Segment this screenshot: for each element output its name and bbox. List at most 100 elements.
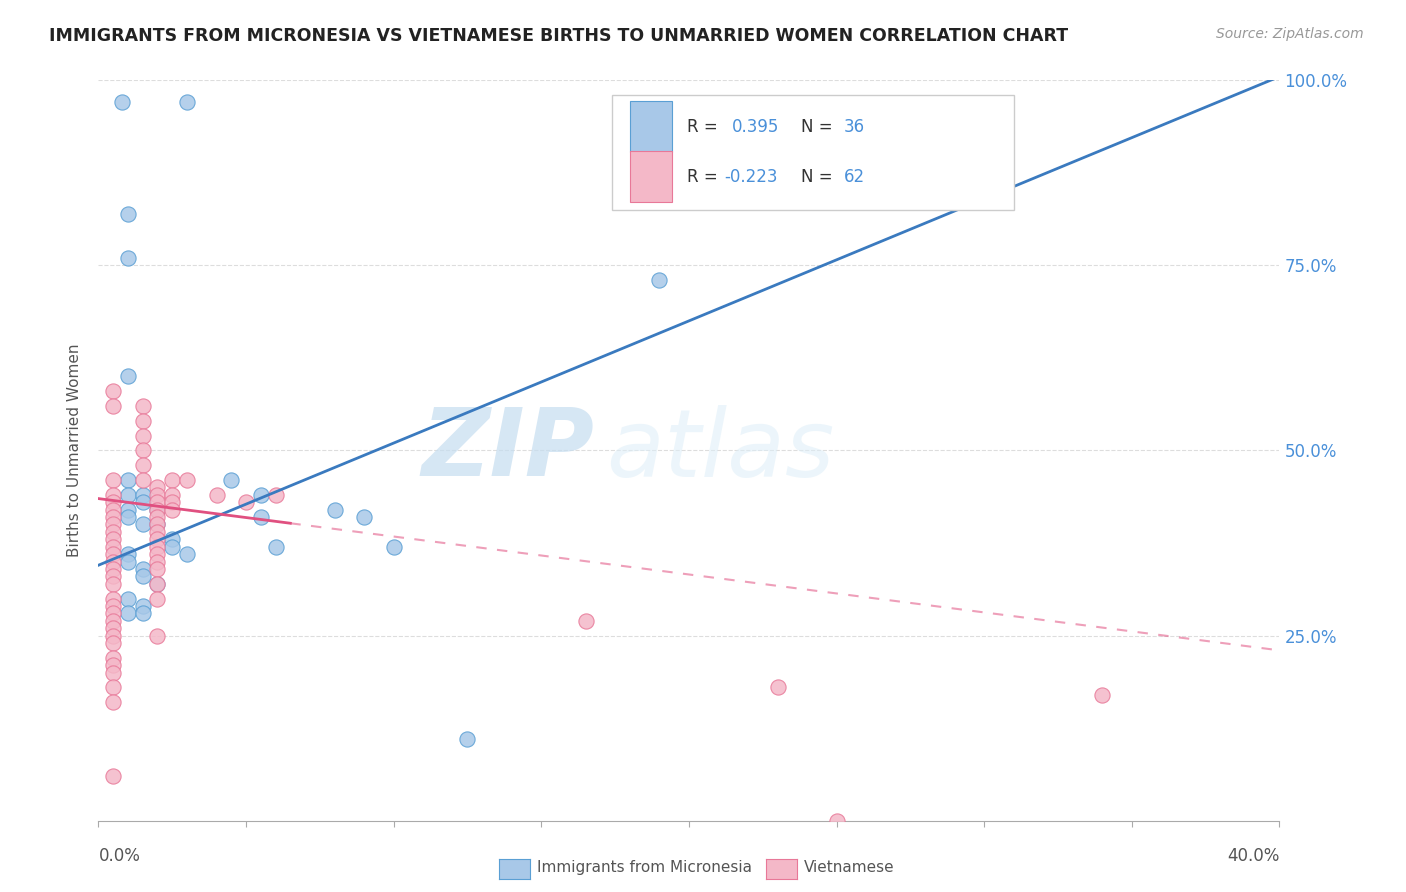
Point	[103, 621, 125, 635]
Point	[132, 599, 155, 613]
Text: 40.0%: 40.0%	[1227, 847, 1279, 865]
Point	[117, 555, 139, 569]
Point	[146, 628, 169, 642]
Point	[176, 547, 198, 561]
Point	[103, 495, 125, 509]
Point	[146, 576, 169, 591]
Text: IMMIGRANTS FROM MICRONESIA VS VIETNAMESE BIRTHS TO UNMARRIED WOMEN CORRELATION C: IMMIGRANTS FROM MICRONESIA VS VIETNAMESE…	[49, 27, 1069, 45]
Point	[103, 488, 125, 502]
Point	[132, 428, 155, 442]
Point	[162, 495, 183, 509]
Point	[103, 384, 125, 399]
Point	[103, 599, 125, 613]
Point	[146, 502, 169, 516]
Point	[146, 517, 169, 532]
Point	[132, 517, 155, 532]
Point	[103, 473, 125, 487]
Point	[103, 524, 125, 539]
Point	[132, 458, 155, 473]
Point	[117, 251, 139, 265]
Point	[103, 576, 125, 591]
Point	[103, 555, 125, 569]
Text: 0.0%: 0.0%	[98, 847, 141, 865]
Point	[146, 547, 169, 561]
Point	[132, 488, 155, 502]
Point	[103, 695, 125, 709]
Point	[103, 502, 125, 516]
Point	[103, 681, 125, 695]
Text: ZIP: ZIP	[422, 404, 595, 497]
Point	[117, 502, 139, 516]
Point	[103, 510, 125, 524]
Point	[117, 510, 139, 524]
Point	[146, 480, 169, 494]
Point	[103, 399, 125, 413]
Point	[146, 502, 169, 516]
Text: Source: ZipAtlas.com: Source: ZipAtlas.com	[1216, 27, 1364, 41]
Point	[162, 473, 183, 487]
Text: atlas: atlas	[606, 405, 835, 496]
Point	[132, 569, 155, 583]
Point	[146, 524, 169, 539]
Point	[117, 369, 139, 384]
Point	[117, 206, 139, 220]
Text: 62: 62	[844, 168, 865, 186]
Point	[103, 658, 125, 673]
Point	[146, 576, 169, 591]
Point	[103, 650, 125, 665]
Point	[132, 414, 155, 428]
Point	[264, 540, 287, 554]
FancyBboxPatch shape	[630, 151, 672, 202]
Point	[146, 540, 169, 554]
Point	[323, 502, 346, 516]
Point	[132, 473, 155, 487]
Point	[103, 665, 125, 680]
Point	[162, 540, 183, 554]
Point	[103, 769, 125, 783]
Point	[146, 591, 169, 606]
Point	[132, 495, 155, 509]
Point	[103, 614, 125, 628]
Y-axis label: Births to Unmarried Women: Births to Unmarried Women	[67, 343, 83, 558]
Point	[103, 533, 125, 547]
Point	[1091, 688, 1114, 702]
Point	[132, 562, 155, 576]
Point	[235, 495, 257, 509]
Point	[103, 628, 125, 642]
Point	[382, 540, 405, 554]
Point	[766, 681, 789, 695]
Text: Vietnamese: Vietnamese	[804, 860, 894, 874]
Point	[103, 591, 125, 606]
Point	[176, 473, 198, 487]
Point	[103, 517, 125, 532]
Point	[250, 510, 273, 524]
Point	[264, 488, 287, 502]
Text: R =: R =	[686, 118, 723, 136]
Point	[132, 443, 155, 458]
Point	[457, 732, 479, 747]
Point	[146, 562, 169, 576]
Text: Immigrants from Micronesia: Immigrants from Micronesia	[537, 860, 752, 874]
Point	[825, 814, 848, 828]
Point	[103, 607, 125, 621]
Text: 0.395: 0.395	[731, 118, 779, 136]
Point	[146, 488, 169, 502]
Point	[117, 547, 139, 561]
Point	[205, 488, 228, 502]
Point	[132, 399, 155, 413]
Point	[250, 488, 273, 502]
Text: N =: N =	[801, 168, 838, 186]
Point	[162, 502, 183, 516]
Text: R =: R =	[686, 168, 723, 186]
Point	[575, 614, 598, 628]
Point	[648, 273, 671, 287]
Point	[103, 569, 125, 583]
Point	[146, 555, 169, 569]
FancyBboxPatch shape	[630, 102, 672, 153]
Text: N =: N =	[801, 118, 838, 136]
Point	[117, 488, 139, 502]
Text: 36: 36	[844, 118, 865, 136]
Point	[103, 636, 125, 650]
Point	[103, 547, 125, 561]
FancyBboxPatch shape	[612, 95, 1014, 210]
